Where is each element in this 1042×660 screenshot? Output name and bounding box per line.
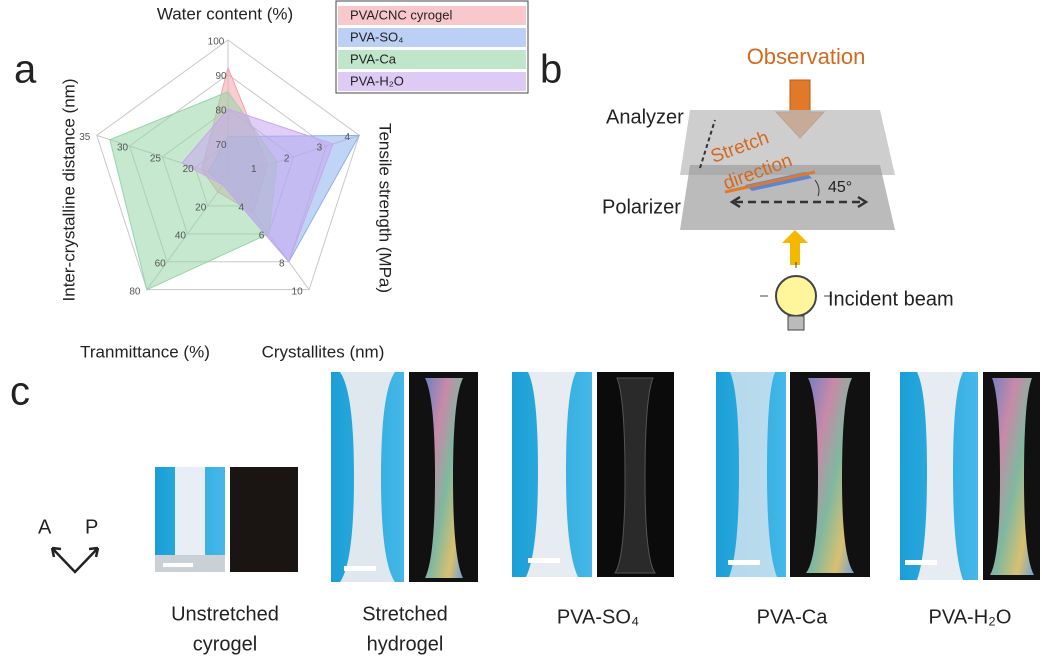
legend-label: PVA-Ca — [350, 51, 397, 66]
angle-label: 45° — [828, 179, 852, 196]
radar-chart: 70 80 90 100 1 2 3 4 4 6 8 10 20 40 60 80 20 25 30 35 Water … — [59, 0, 529, 361]
caption: Stretched — [362, 603, 448, 625]
tick-label: 1 — [251, 164, 257, 175]
tick-label: 30 — [117, 143, 129, 154]
legend-label: PVA-SO₄ — [350, 29, 403, 44]
axis-title: Inter-crystalline distance (nm) — [59, 79, 78, 302]
legend-label: PVA-H₂O — [350, 73, 404, 88]
angle-arc — [814, 179, 820, 197]
tick-label: 8 — [279, 258, 285, 269]
bulb-icon — [760, 262, 832, 331]
observation-label: Observation — [747, 44, 866, 69]
tick-label: 20 — [195, 203, 207, 214]
polarizer-axis-label: P — [85, 516, 98, 538]
axis-title: Tensile strength (MPa) — [376, 123, 395, 293]
series-area — [181, 108, 334, 263]
panel-label: c — [10, 370, 30, 414]
caption: PVA-SO₄ — [557, 606, 639, 628]
analyzer-axis-label: A — [38, 516, 52, 538]
analyzer-axis — [699, 119, 716, 169]
caption: Unstretched — [171, 603, 279, 625]
legend-swatch — [338, 50, 526, 69]
analyzer-label: Analyzer — [606, 106, 684, 128]
tick-label: 80 — [129, 286, 141, 297]
photo-pair — [155, 467, 298, 572]
panel-label: a — [14, 48, 37, 92]
caption: hydrogel — [367, 633, 444, 655]
polarizer-diagram: Observation Analyzer Polarizer Stretch d… — [602, 44, 954, 331]
tick-label: 3 — [317, 143, 323, 154]
photos: A P — [38, 372, 1040, 655]
legend-swatch — [338, 28, 526, 47]
incident-label: Incident beam — [828, 288, 954, 310]
analyzer-plane — [680, 110, 895, 175]
panel-label: b — [540, 48, 562, 92]
tick-label: 70 — [215, 140, 227, 151]
photo-pair — [900, 372, 1040, 580]
tick-label: 4 — [238, 203, 244, 214]
tick-label: 90 — [215, 71, 227, 82]
stretch-arrow — [724, 170, 816, 194]
legend-swatch — [338, 72, 526, 91]
tick-label: 10 — [292, 286, 304, 297]
tick-label: 6 — [259, 230, 265, 241]
photo-pair — [512, 372, 674, 577]
caption: PVA-H₂O — [929, 606, 1012, 628]
polarizer-label: Polarizer — [602, 196, 681, 218]
tick-label: 100 — [208, 37, 225, 48]
axis-title: Water content (%) — [157, 4, 293, 23]
arrow-head — [729, 195, 869, 209]
legend-swatch — [338, 6, 526, 25]
tick-label: 25 — [150, 153, 162, 164]
axis-title: Crystallites (nm) — [262, 342, 385, 361]
tick-label: 40 — [175, 230, 187, 241]
beam-arrow — [782, 230, 808, 265]
caption: cyrogel — [193, 633, 257, 655]
photo-pair — [331, 372, 478, 582]
tick-label: 4 — [344, 132, 350, 143]
tick-label: 80 — [215, 106, 227, 117]
legend-label: PVA/CNC cyrogel — [350, 7, 452, 22]
grid-ring — [96, 39, 360, 291]
tick-label: 60 — [155, 258, 167, 269]
tick-label: 35 — [79, 132, 91, 143]
photo-pair — [716, 372, 870, 577]
axis-arrows — [50, 546, 100, 574]
caption: PVA-Ca — [757, 606, 829, 628]
polarizer-plane — [680, 165, 895, 230]
axis-title: Tranmittance (%) — [80, 342, 210, 361]
tick-label: 2 — [284, 153, 290, 164]
tick-label: 20 — [183, 164, 195, 175]
